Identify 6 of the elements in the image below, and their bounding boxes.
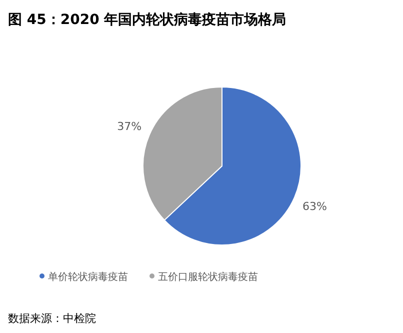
legend-label: 单价轮状病毒疫苗 [48,271,128,283]
source-note: 数据来源：中检院 [8,312,96,325]
data-label: 37% [117,120,142,133]
data-label: 63% [302,200,327,214]
legend-label: 五价口服轮状病毒疫苗 [158,271,258,283]
chart-title: 图 45：2020 年国内轮状病毒疫苗市场格局 [8,11,286,28]
